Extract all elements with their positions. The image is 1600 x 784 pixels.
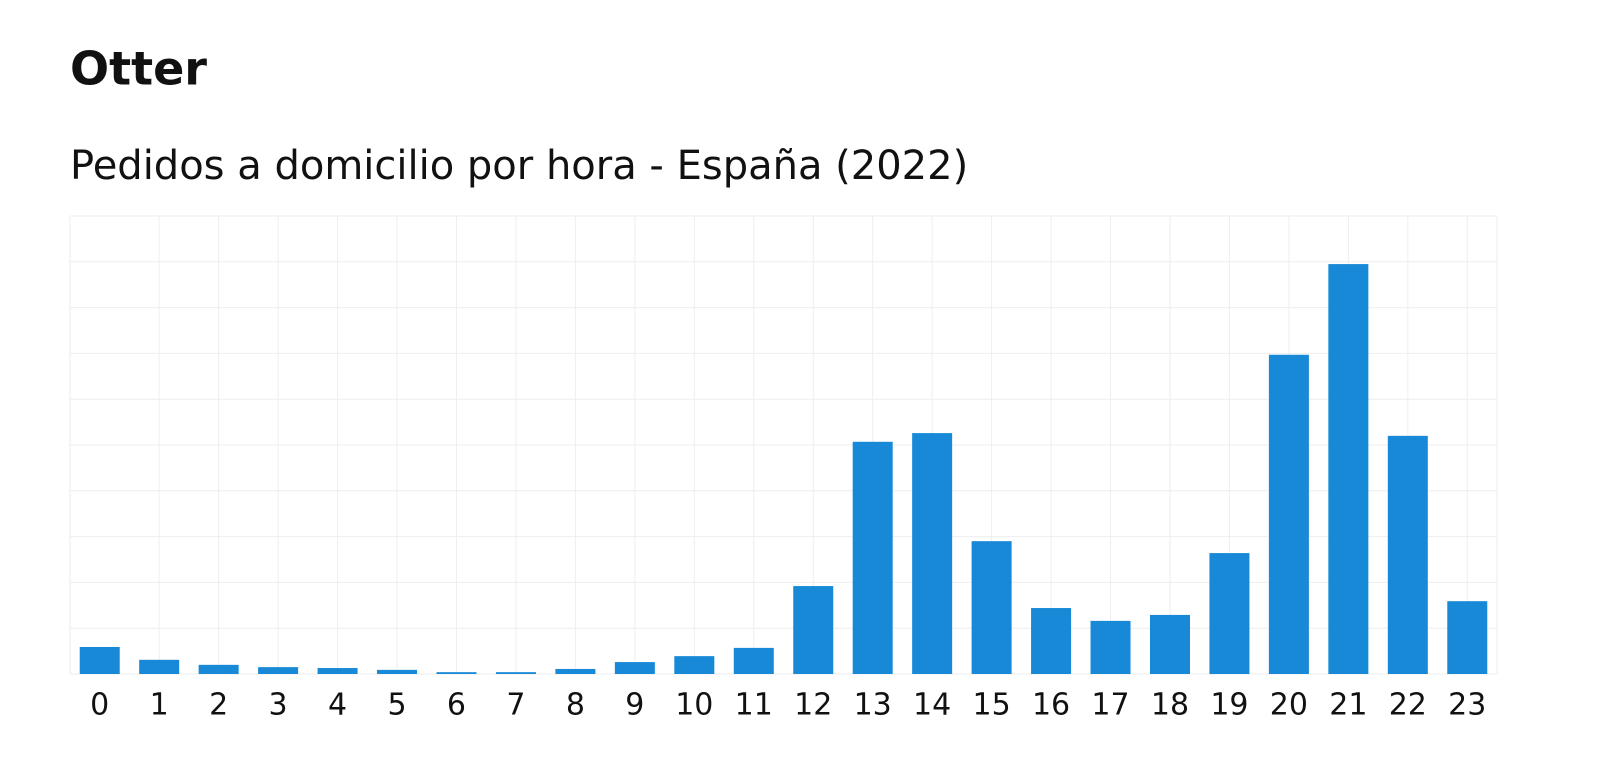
bar <box>1387 435 1428 674</box>
x-tick-label: 15 <box>973 688 1011 723</box>
bar <box>1149 614 1190 674</box>
x-tick-label: 19 <box>1210 688 1248 723</box>
x-tick-label: 0 <box>90 688 109 723</box>
bar <box>436 672 477 674</box>
x-tick-label: 22 <box>1389 688 1427 723</box>
x-tick-label: 2 <box>209 688 228 723</box>
bar <box>1031 608 1072 674</box>
bar <box>79 646 120 674</box>
x-tick-label: 10 <box>675 688 713 723</box>
x-tick-label: 17 <box>1091 688 1129 723</box>
bar <box>1209 553 1250 674</box>
x-tick-label: 3 <box>269 688 288 723</box>
bar <box>1090 620 1131 674</box>
bar <box>317 668 358 674</box>
bar <box>1447 601 1488 674</box>
bar <box>258 667 299 674</box>
chart-title: Pedidos a domicilio por hora - España (2… <box>70 143 968 189</box>
bar <box>555 668 596 674</box>
x-tick-label: 12 <box>794 688 832 723</box>
x-tick-label: 7 <box>506 688 525 723</box>
bar <box>733 647 774 674</box>
bar <box>139 659 180 674</box>
x-tick-label: 5 <box>387 688 406 723</box>
x-tick-label: 21 <box>1329 688 1367 723</box>
bar <box>614 662 655 674</box>
x-tick-label: 16 <box>1032 688 1070 723</box>
x-tick-label: 13 <box>854 688 892 723</box>
bar <box>971 541 1012 674</box>
x-tick-label: 11 <box>735 688 773 723</box>
x-tick-label: 6 <box>447 688 466 723</box>
bar <box>912 433 953 674</box>
x-tick-label: 8 <box>566 688 585 723</box>
x-tick-label: 23 <box>1448 688 1486 723</box>
brand-logo: Otter <box>70 42 207 96</box>
x-tick-label: 4 <box>328 688 347 723</box>
x-tick-label: 9 <box>625 688 644 723</box>
bar <box>852 441 893 674</box>
x-tick-label: 14 <box>913 688 951 723</box>
bar <box>198 664 239 674</box>
bar <box>1328 264 1369 674</box>
bar <box>1268 354 1309 674</box>
bar <box>377 669 418 674</box>
x-tick-label: 20 <box>1270 688 1308 723</box>
bar <box>495 672 536 674</box>
x-tick-label: 18 <box>1151 688 1189 723</box>
bar <box>793 586 834 674</box>
x-tick-label: 1 <box>150 688 169 723</box>
bar <box>674 656 715 674</box>
